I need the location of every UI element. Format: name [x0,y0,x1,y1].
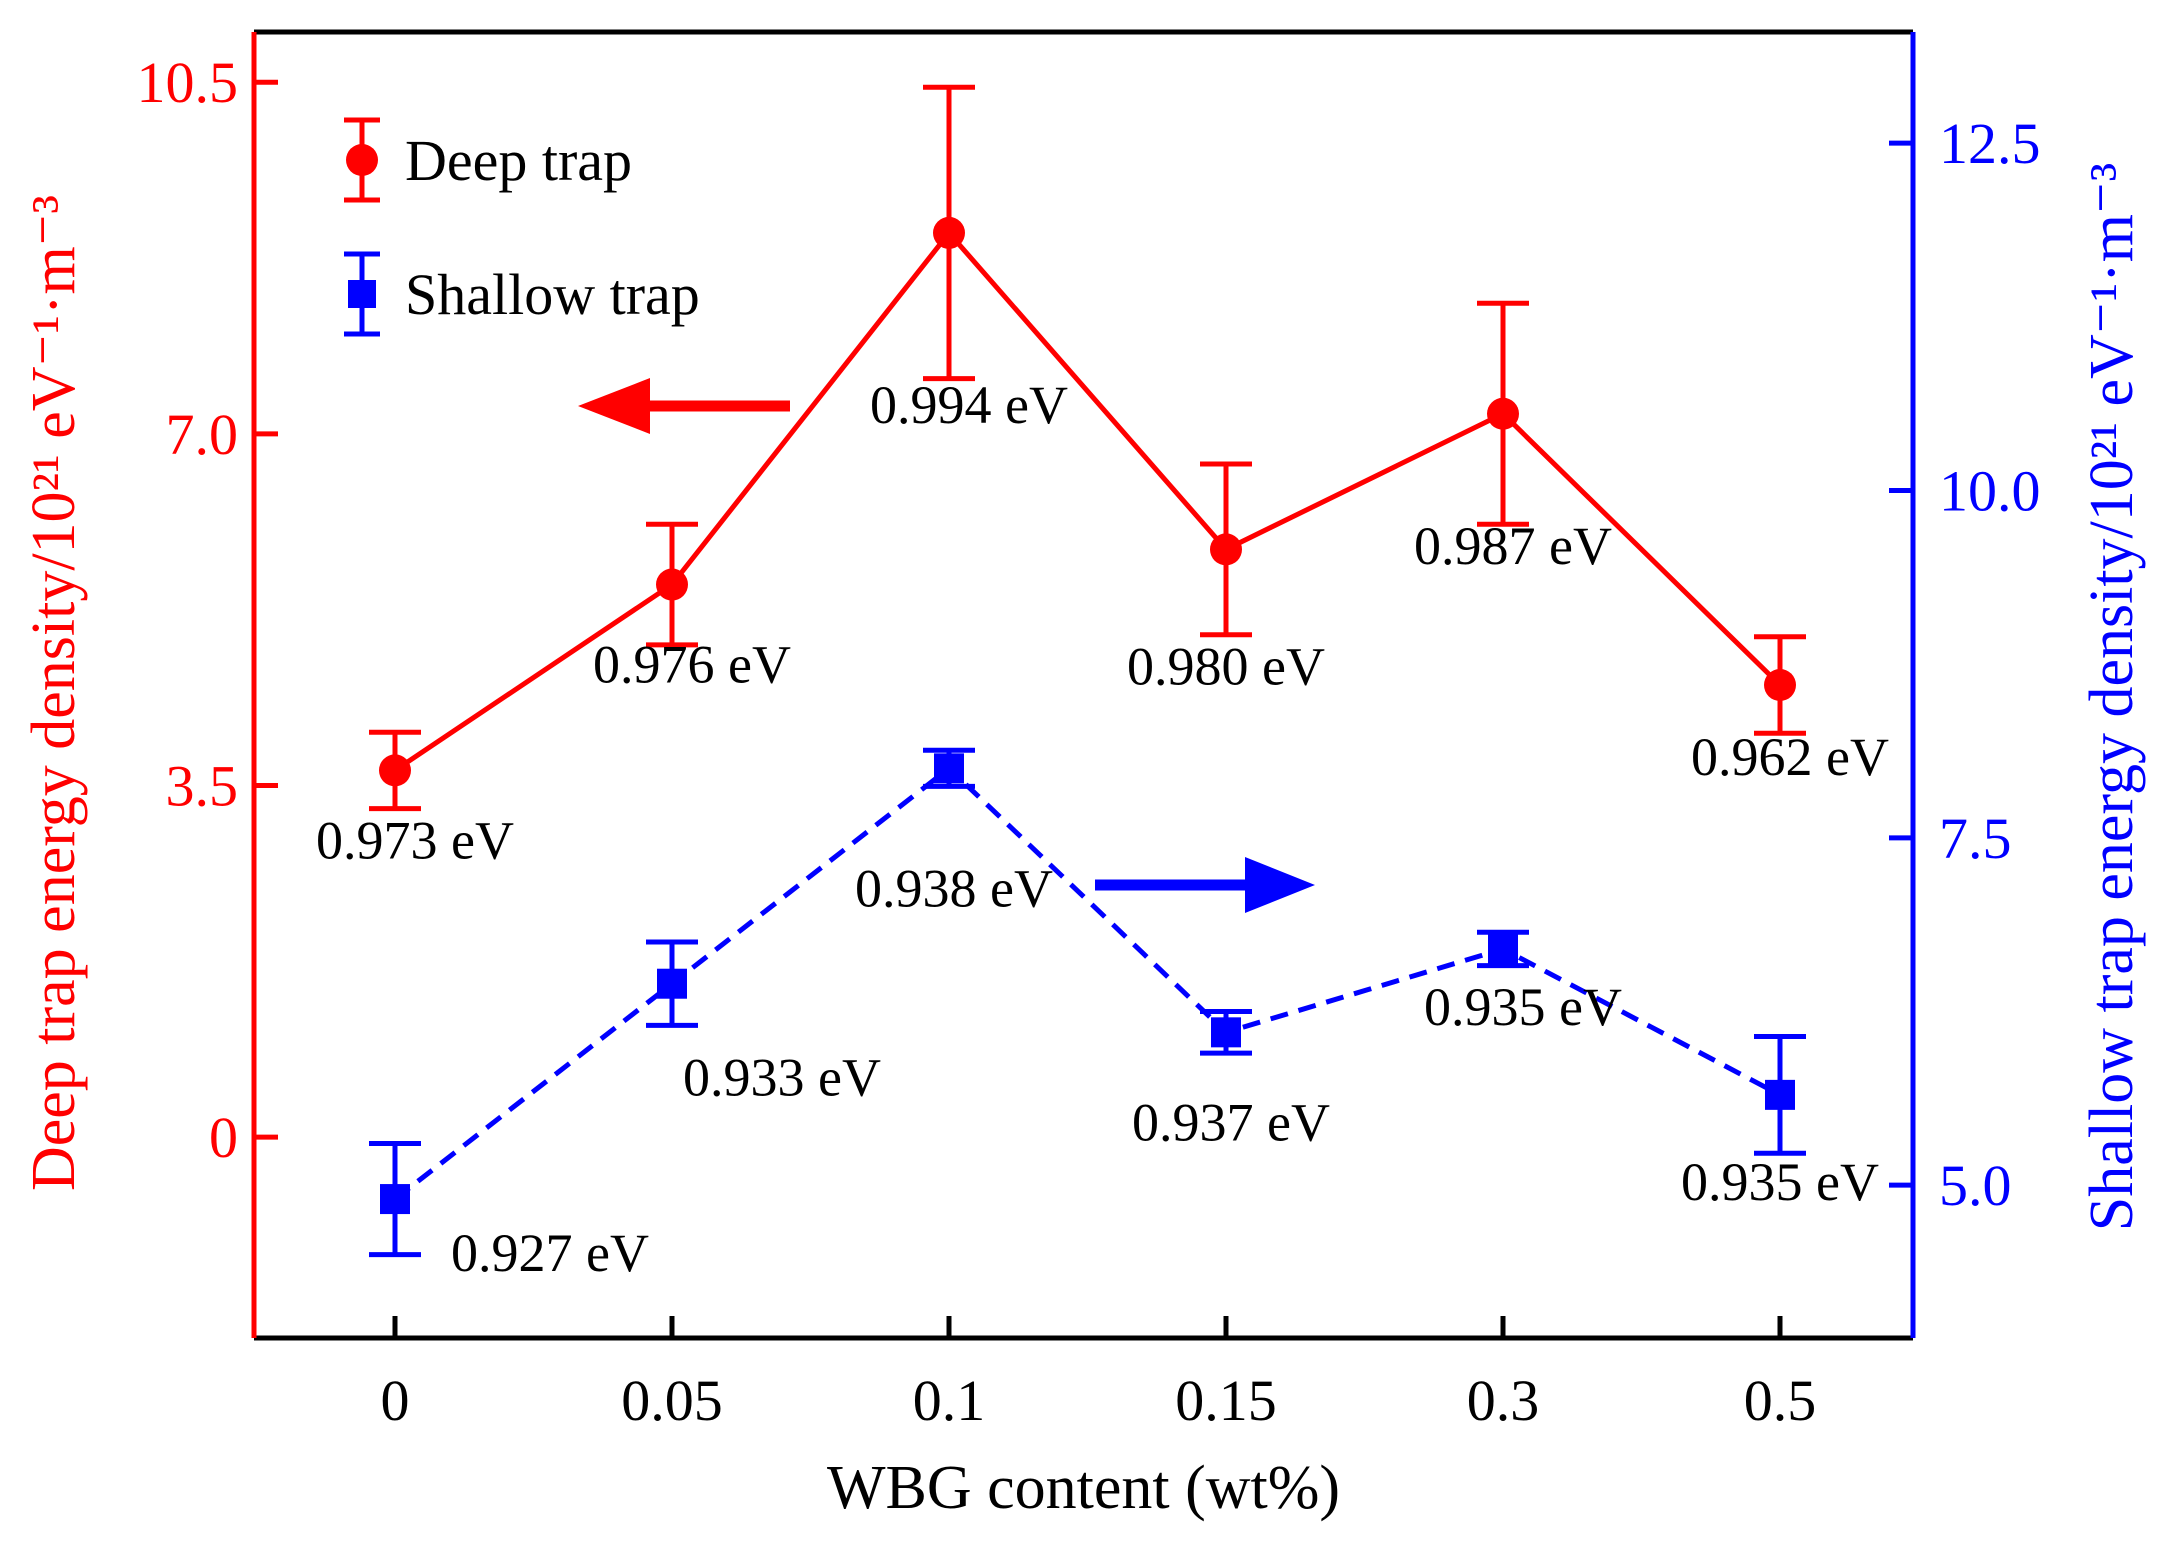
data-point [1487,397,1519,430]
right-axis: 5.0 7.5 10.0 12.5 [1889,32,2041,1338]
left-axis-tick-label: 7.0 [166,402,239,467]
right-axis-tick-label: 12.5 [1939,111,2041,176]
series-deep-trap: 0.973 eV 0.976 eV 0.994 eV 0.980 eV 0.987 eV… [316,84,1889,870]
data-label: 0.938 eV [855,858,1053,918]
x-axis-tick-label: 0.15 [1175,1368,1277,1433]
left-axis-tick-label: 0 [209,1105,238,1170]
data-label: 0.935 eV [1424,977,1622,1037]
data-point [656,568,688,601]
data-label: 0.933 eV [683,1048,881,1108]
data-point [657,968,687,999]
data-label: 0.987 eV [1414,516,1612,576]
arrow-right-head [1245,857,1315,913]
data-point [1488,933,1518,964]
data-point [1211,1017,1241,1048]
plot-frame [254,29,1913,1341]
data-point [934,753,964,784]
series-layer: 0.973 eV 0.976 eV 0.994 eV 0.980 eV 0.987 eV… [316,84,1889,1283]
data-point [1765,1079,1795,1110]
data-point [1210,533,1242,566]
data-label: 0.973 eV [316,810,514,870]
right-axis-tick-label: 5.0 [1939,1153,2012,1218]
arrow-left-head [578,378,650,434]
legend-marker [346,144,378,176]
x-axis-title: WBG content (wt%) [827,1454,1340,1522]
left-axis-tick-label: 10.5 [137,50,239,115]
data-point [1764,669,1796,701]
left-axis-title: Deep trap energy density/10²¹ eV⁻¹·m⁻³ [20,195,88,1191]
legend-marker [348,280,376,308]
x-axis-tick-label: 0.5 [1744,1368,1817,1433]
legend-label: Deep trap [405,128,632,193]
left-axis-tick-label: 3.5 [166,753,239,818]
x-axis: 0 0.05 0.1 0.15 0.3 0.5 [381,1316,1817,1433]
data-label: 0.976 eV [593,635,791,695]
data-label: 0.994 eV [870,375,1068,435]
series-shallow-trap: 0.927 eV 0.933 eV 0.938 eV 0.937 eV 0.935 eV… [369,747,1879,1283]
arrows-layer [578,378,1315,913]
series-line [393,229,1782,773]
data-point [933,216,965,249]
right-axis-title: Shallow trap energy density/10²¹ eV⁻¹·m⁻… [2078,163,2146,1231]
left-axis: 0 3.5 7.0 10.5 [137,32,278,1338]
legend-label: Shallow trap [405,262,700,327]
data-label: 0.935 eV [1681,1152,1879,1212]
data-point [379,754,411,787]
x-axis-tick-label: 0.05 [621,1368,723,1433]
series-line [393,765,1782,1202]
x-axis-tick-label: 0.1 [913,1368,986,1433]
data-label: 0.980 eV [1127,636,1325,696]
data-label: 0.937 eV [1132,1092,1330,1152]
right-axis-tick-label: 10.0 [1939,458,2041,523]
data-label: 0.962 eV [1691,727,1889,787]
x-axis-tick-label: 0 [381,1368,410,1433]
data-label: 0.927 eV [451,1223,649,1283]
legend: Deep trap Shallow trap [344,117,700,337]
data-point [380,1184,410,1215]
x-axis-tick-label: 0.3 [1467,1368,1540,1433]
right-axis-tick-label: 7.5 [1939,806,2012,871]
